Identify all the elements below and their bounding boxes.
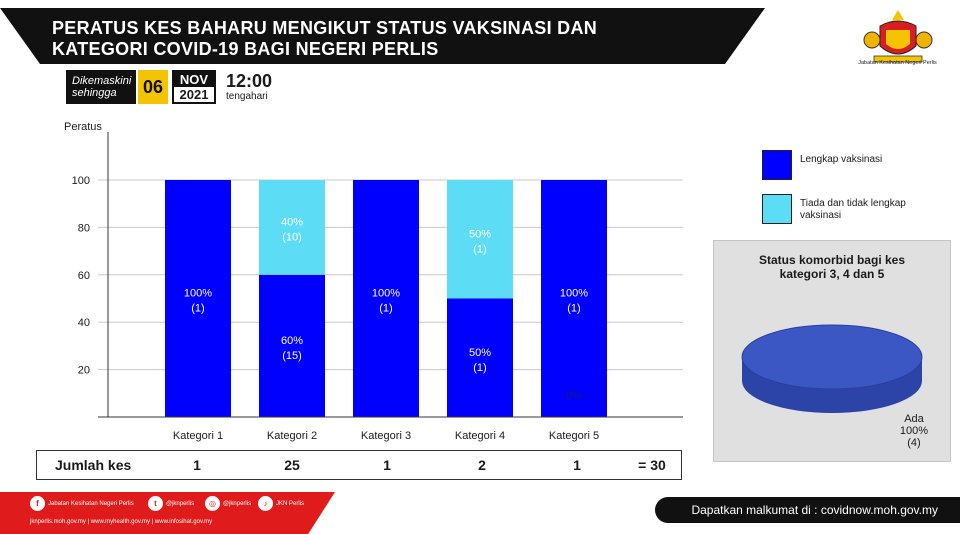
- social-twitter-label: @jknperlis: [166, 500, 195, 507]
- total-kategori-5: 1: [573, 457, 581, 473]
- comorbid-title: Status komorbid bagi kes kategori 3, 4 d…: [758, 253, 906, 281]
- social-tiktok-label: JKN Perlis: [276, 500, 305, 507]
- legend-label-vaccinated: Lengkap vaksinasi: [800, 154, 883, 165]
- y-tick-label: 40: [78, 317, 90, 329]
- data-count-label: (1): [473, 362, 486, 374]
- legend-swatch-unvaccinated: [762, 194, 792, 224]
- x-tick-label: Kategori 1: [173, 430, 223, 442]
- y-tick-label: 100: [72, 175, 90, 187]
- tiktok-icon: ♪: [258, 496, 273, 511]
- pie-slice-side: [742, 357, 922, 413]
- footer-info: Dapatkan malkumat di : covidnow.moh.gov.…: [655, 497, 960, 523]
- y-tick-label: 60: [78, 270, 90, 282]
- social-instagram-label: @jknperlis: [223, 500, 252, 507]
- x-axis: Kategori 1 Kategori 2 Kategori 3 Kategori 4…: [98, 416, 683, 442]
- social-instagram[interactable]: ◎ @jknperlis: [205, 496, 251, 511]
- data-count-label: (1): [379, 303, 392, 315]
- social-facebook-label: Jabatan Kesihatan Negeri Perlis: [48, 500, 134, 507]
- x-tick-label: Kategori 2: [267, 430, 317, 442]
- grand-total: = 30: [638, 457, 666, 473]
- total-kategori-2: 25: [284, 457, 300, 473]
- bar-vaccinated-4: [447, 298, 513, 417]
- pie-label-count: (4): [907, 437, 921, 449]
- updated-label-line1: Dikemaskini: [72, 75, 132, 87]
- updated-year: 2021: [179, 87, 209, 102]
- title-line-2: KATEGORI COVID-19 BAGI NEGERI PERLIS: [52, 39, 439, 59]
- coat-of-arms-icon: [863, 10, 933, 63]
- x-tick-label: Kategori 4: [455, 430, 505, 442]
- title-banner: PERATUS KES BAHARU MENGIKUT STATUS VAKSI…: [0, 8, 765, 64]
- legend-item-vaccinated: Lengkap vaksinasi: [762, 150, 952, 180]
- comorbid-pie-chart: [741, 324, 923, 413]
- bar-vaccinated-5: [541, 180, 607, 417]
- chart-legend: Lengkap vaksinasi Tiada dan tidak lengka…: [762, 150, 952, 238]
- total-kategori-1: 1: [193, 457, 201, 473]
- legend-label-unvaccinated: Tiada dan tidak lengkap vaksinasi: [800, 198, 906, 221]
- total-kategori-4: 2: [478, 457, 486, 473]
- updated-month-year: NOV 2021: [172, 70, 216, 104]
- pie-slice-ada: [741, 324, 923, 390]
- data-label: 50%: [469, 347, 491, 359]
- data-count-label: (1): [567, 303, 580, 315]
- data-label: 50%: [469, 228, 491, 240]
- updated-label-line2: sehingga: [72, 87, 117, 99]
- chart-bars: 100% (1) 60% (15) 40% (10) 100% (1) 50% (1) 50% (1)…: [165, 180, 607, 417]
- totals-label: Jumlah kes: [55, 457, 132, 473]
- title-line-1: PERATUS KES BAHARU MENGIKUT STATUS VAKSI…: [52, 18, 598, 38]
- pie-label: Ada 100% (4): [884, 413, 944, 449]
- stacked-bar-chart: Peratus 20 40 60 80 100 100% (1) 60% (15) 40% (10)…: [64, 121, 683, 442]
- updated-time-period: tengahari: [226, 91, 268, 102]
- data-label: 40%: [281, 216, 303, 228]
- bar-unvaccinated-4: [447, 180, 513, 299]
- bar-vaccinated-3: [353, 180, 419, 417]
- totals-row: Jumlah kes 1 25 1 2 1 = 30: [36, 450, 682, 480]
- bar-unvaccinated-2: [259, 180, 325, 275]
- footer-social-bar: f Jabatan Kesihatan Negeri Perlis t @jkn…: [0, 492, 335, 534]
- bar-vaccinated-2: [259, 274, 325, 417]
- data-count-label: (10): [282, 231, 302, 243]
- y-tick-label: 80: [78, 222, 90, 234]
- social-tiktok[interactable]: ♪ JKN Perlis: [258, 496, 304, 511]
- data-label: 100%: [184, 288, 212, 300]
- data-count-label: (1): [191, 303, 204, 315]
- legend-swatch-vaccinated: [762, 150, 792, 180]
- social-twitter[interactable]: t @jknperlis: [148, 496, 194, 511]
- updated-day: 06: [138, 70, 168, 104]
- data-count-label: (15): [282, 350, 302, 362]
- data-label: 60%: [281, 335, 303, 347]
- x-tick-label: Kategori 3: [361, 430, 411, 442]
- title-banner-shape: [0, 8, 765, 64]
- comorbid-panel: Status komorbid bagi kes kategori 3, 4 d…: [713, 240, 951, 462]
- x-tick-label: Kategori 5: [549, 430, 599, 442]
- twitter-icon: t: [148, 496, 163, 511]
- data-label: 100%: [372, 288, 400, 300]
- legend-item-unvaccinated: Tiada dan tidak lengkap vaksinasi: [762, 194, 952, 224]
- social-facebook[interactable]: f Jabatan Kesihatan Negeri Perlis: [30, 496, 134, 511]
- updated-label: Dikemaskini sehingga: [66, 70, 136, 104]
- pie-label-percent: 100%: [899, 425, 929, 437]
- facebook-icon: f: [30, 496, 45, 511]
- data-label: 100%: [560, 288, 588, 300]
- updated-time-value: 12:00: [226, 71, 273, 91]
- y-axis-label: Peratus: [64, 121, 102, 133]
- y-axis: Peratus 20 40 60 80 100: [64, 121, 109, 417]
- updated-month: NOV: [174, 72, 214, 87]
- pie-label-name: Ada: [904, 413, 924, 425]
- updated-stamp: Dikemaskini sehingga 06 NOV 2021 12:00 t…: [66, 70, 272, 104]
- y-tick-label: 20: [78, 365, 90, 377]
- page-title: PERATUS KES BAHARU MENGIKUT STATUS VAKSI…: [52, 18, 597, 60]
- bar-vaccinated-1: [165, 180, 231, 417]
- updated-time: 12:00 tengahari: [226, 71, 273, 103]
- total-kategori-3: 1: [383, 457, 391, 473]
- data-count-label: (1): [473, 243, 486, 255]
- footer-links[interactable]: jknperlis.moh.gov.my | www.myhealth.gov.…: [30, 519, 213, 525]
- agency-name: Jabatan Kesihatan Negeri Perlis: [858, 60, 937, 66]
- data-label: 0%: [566, 390, 582, 402]
- instagram-icon: ◎: [205, 496, 220, 511]
